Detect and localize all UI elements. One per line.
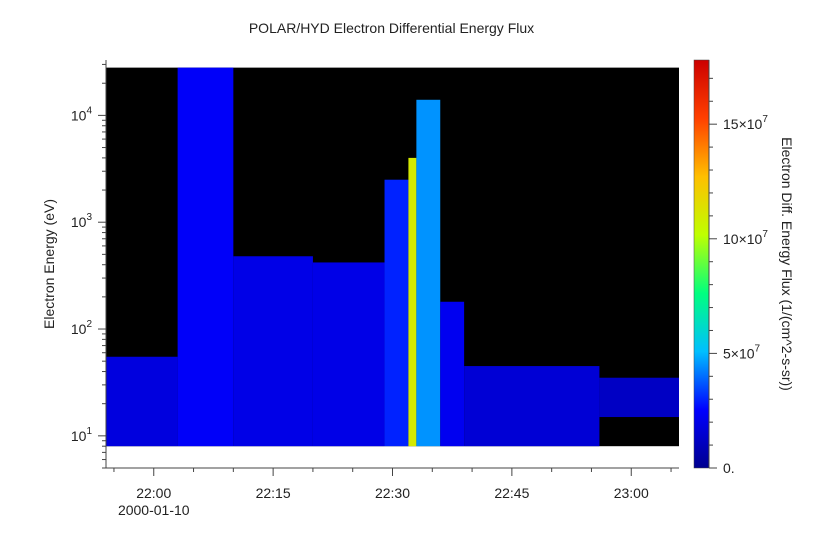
x-tick-label: 22:15 [256,485,291,501]
y-axis-label: Electron Energy (eV) [41,199,57,329]
heatmap-region [599,377,679,418]
x-tick-label: 22:00 [136,485,171,501]
heatmap-region [408,157,417,447]
heatmap-region [440,301,465,447]
heatmap-region [464,366,600,447]
colorbar: 0. 5×107 10×107 15×107 Electron Diff. Energy… [693,59,795,476]
y-tick-label: 103 [71,212,93,230]
axes: 101 102 103 104 Electron Energy (eV) 22:00200… [41,60,679,518]
heatmap-region [106,356,178,447]
y-tick-label: 102 [71,319,93,337]
heatmap-region [233,256,313,447]
colorbar-tick-label: 10×107 [723,229,768,247]
heatmap-region [416,99,441,447]
heatmap-region [384,179,409,447]
colorbar-tick-label: 15×107 [723,114,768,132]
x-tick-label: 22:45 [494,485,529,501]
x-tick-sublabel: 2000-01-10 [118,502,190,518]
colorbar-tick-label: 5×107 [723,343,761,361]
colorbar-gradient [693,59,710,469]
colorbar-label: Electron Diff. Energy Flux (1/(cm^2-s-sr… [779,137,795,391]
colorbar-tick-label: 0. [723,460,735,476]
x-tick-label: 22:30 [375,485,410,501]
heatmap-region [177,67,234,447]
heatmap-region [312,262,385,447]
y-tick-label: 101 [71,426,93,444]
chart-title: POLAR/HYD Electron Differential Energy F… [248,20,535,36]
x-tick-label: 23:00 [614,485,649,501]
y-tick-label: 104 [71,105,93,123]
heatmap-cells [106,67,679,447]
